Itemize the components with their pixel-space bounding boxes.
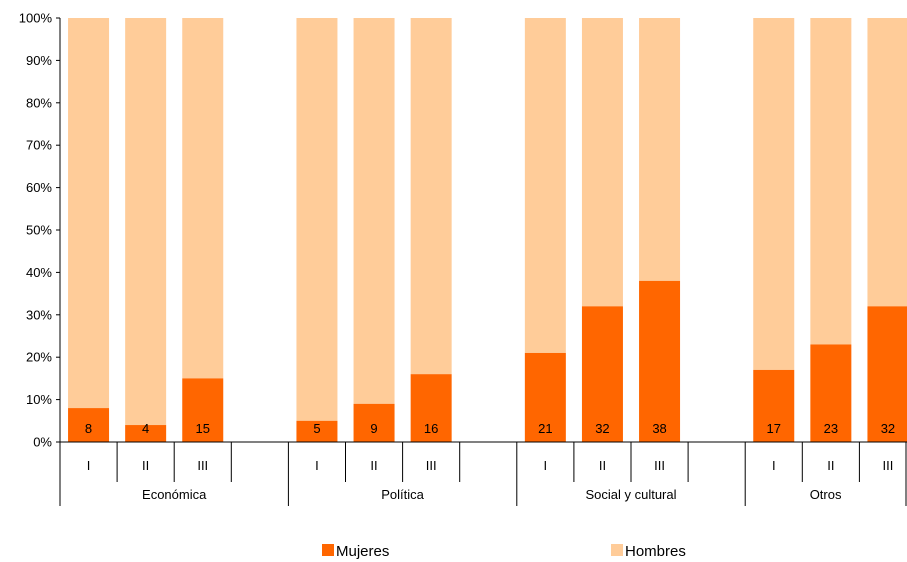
bar-hombres — [296, 18, 338, 421]
group-label: Otros — [810, 487, 842, 502]
y-tick-label: 100% — [19, 11, 53, 26]
subcategory-label: II — [599, 458, 606, 473]
y-tick-label: 20% — [26, 350, 52, 365]
bar-mujeres — [639, 280, 681, 442]
data-label: 38 — [652, 421, 666, 436]
group-label: Política — [381, 487, 424, 502]
y-tick-label: 30% — [26, 307, 52, 322]
subcategory-label: III — [197, 458, 208, 473]
bar-mujeres — [410, 374, 452, 442]
y-axis: 0% 10% 20% 30% 40% 50% 60% 70% 80% 90% 100% — [19, 11, 61, 450]
bar-hombres — [524, 18, 566, 353]
data-label: 17 — [767, 421, 781, 436]
bar-hombres — [353, 18, 395, 404]
data-label: 23 — [824, 421, 838, 436]
subcategory-label: II — [142, 458, 149, 473]
legend: Mujeres Hombres — [322, 543, 686, 560]
data-label: 32 — [595, 421, 609, 436]
subcategory-label: I — [544, 458, 548, 473]
bar-hombres — [639, 18, 681, 281]
subcategory-label: III — [883, 458, 894, 473]
y-tick-label: 10% — [26, 392, 52, 407]
data-label: 15 — [196, 421, 210, 436]
data-label: 5 — [313, 421, 320, 436]
legend-swatch-mujeres — [322, 544, 334, 556]
bar-mujeres — [867, 306, 907, 442]
data-label: 21 — [538, 421, 552, 436]
y-tick-label: 40% — [26, 265, 52, 280]
subcategory-label: II — [827, 458, 834, 473]
subcategory-label: II — [370, 458, 377, 473]
bar-mujeres — [753, 369, 795, 442]
y-tick-label: 80% — [26, 95, 52, 110]
legend-swatch-hombres — [611, 544, 623, 556]
y-tick-label: 70% — [26, 138, 52, 153]
bar-mujeres — [581, 306, 623, 442]
subcategory-label: III — [654, 458, 665, 473]
bar-mujeres — [810, 344, 852, 442]
bar-hombres — [125, 18, 167, 426]
subcategory-label: I — [87, 458, 91, 473]
subcategory-label: III — [426, 458, 437, 473]
bars: 8 4 15 5 9 16 21 32 38 17 23 32 — [68, 18, 907, 442]
legend-label-hombres: Hombres — [625, 543, 686, 560]
y-tick-label: 50% — [26, 223, 52, 238]
bar-mujeres — [524, 352, 566, 442]
data-label: 16 — [424, 421, 438, 436]
y-tick-label: 60% — [26, 180, 52, 195]
bar-mujeres — [353, 403, 395, 442]
y-tick-label: 90% — [26, 53, 52, 68]
bar-hombres — [182, 18, 224, 379]
data-label: 9 — [370, 421, 377, 436]
bar-mujeres — [296, 420, 338, 442]
bar-mujeres — [68, 408, 110, 442]
data-label: 32 — [881, 421, 895, 436]
bar-hombres — [810, 18, 852, 345]
bar-mujeres — [125, 425, 167, 442]
data-label: 8 — [85, 421, 92, 436]
data-label: 4 — [142, 421, 149, 436]
bar-hombres — [68, 18, 110, 409]
subcategory-label: I — [772, 458, 776, 473]
bar-hombres — [410, 18, 452, 375]
y-tick-label: 0% — [33, 435, 52, 450]
group-label: Social y cultural — [585, 487, 676, 502]
bar-hombres — [581, 18, 623, 307]
group-label: Económica — [142, 487, 207, 502]
bar-mujeres — [182, 378, 224, 442]
bar-hombres — [867, 18, 907, 307]
subcategory-label: I — [315, 458, 319, 473]
legend-label-mujeres: Mujeres — [336, 543, 389, 560]
bar-hombres — [753, 18, 795, 370]
